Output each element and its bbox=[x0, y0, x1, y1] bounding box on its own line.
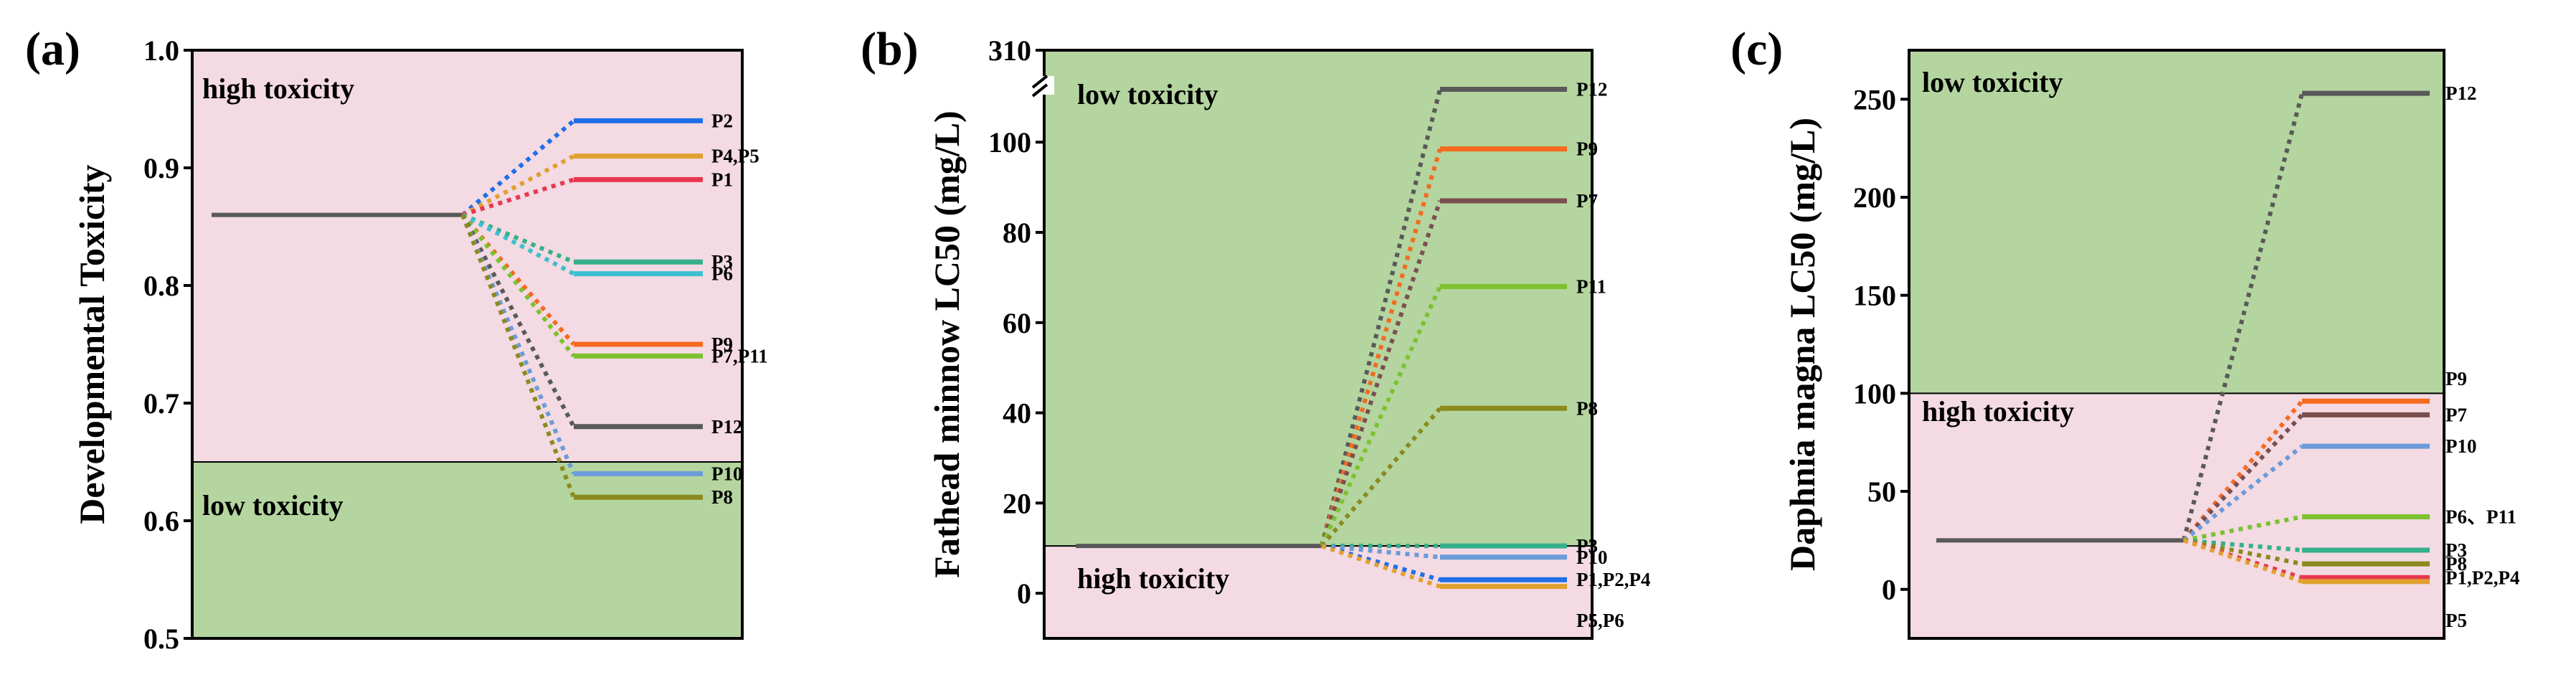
chart-panel-3: low toxicity high toxicity P12 P9 P7 P10 P6、P1… bbox=[1730, 23, 2519, 640]
connector-p5 bbox=[2183, 538, 2303, 584]
connector-p8 bbox=[1320, 407, 1442, 548]
series-label: P3 bbox=[1576, 535, 1598, 557]
plot-frame bbox=[191, 49, 744, 640]
connector-p12 bbox=[460, 214, 576, 428]
connector-p7-p11 bbox=[460, 213, 576, 358]
connector-p2 bbox=[461, 119, 575, 217]
series-label: P3 bbox=[711, 251, 733, 273]
upper-zone-label: low toxicity bbox=[1922, 66, 2063, 98]
y-tick-label: 60 bbox=[1003, 307, 1031, 339]
series-label: P7 bbox=[2445, 404, 2467, 425]
y-tick-label: 150 bbox=[1853, 280, 1896, 312]
panel-letter: (c) bbox=[1730, 23, 1783, 75]
y-axis-label: Developmental Toxicity bbox=[72, 164, 112, 524]
lower-zone-background bbox=[1044, 546, 1592, 638]
series-label: P10 bbox=[711, 463, 743, 484]
y-tick-label: 40 bbox=[1003, 397, 1031, 430]
y-tick-label: 0.6 bbox=[143, 505, 179, 537]
y-tick-label: 0.8 bbox=[143, 270, 179, 302]
series-label: P9 bbox=[2445, 368, 2467, 389]
y-tick-label: 250 bbox=[1853, 83, 1896, 115]
series-label: P6、P11 bbox=[2445, 506, 2516, 528]
y-tick-label: 0.5 bbox=[143, 623, 179, 655]
connector-p8 bbox=[460, 214, 576, 499]
axis-break-slash bbox=[1031, 75, 1048, 89]
series-label: P7,P11 bbox=[711, 345, 768, 367]
plot-frame bbox=[1043, 49, 1594, 640]
upper-zone-background bbox=[192, 50, 742, 462]
upper-zone-label: low toxicity bbox=[1077, 78, 1218, 110]
plot-frame bbox=[1908, 49, 2445, 640]
y-axis-label: Fathead minnow LC50 (mg/L) bbox=[927, 110, 967, 577]
y-tick-label: 0 bbox=[1882, 574, 1896, 606]
panel-letter: (b) bbox=[861, 23, 919, 75]
series-label: P1,P2,P4 bbox=[2445, 567, 2519, 588]
connector-p3 bbox=[2183, 538, 2303, 552]
series-label: P9 bbox=[1576, 138, 1598, 160]
series-label: P3 bbox=[2445, 539, 2467, 561]
series-label: P7 bbox=[1576, 190, 1598, 212]
y-tick-label: 0 bbox=[1017, 577, 1031, 610]
series-label: P12 bbox=[711, 416, 743, 438]
y-tick-label: 100 bbox=[1853, 377, 1896, 410]
upper-zone-background bbox=[1044, 50, 1592, 547]
connector-p7 bbox=[2182, 413, 2304, 542]
y-tick-label: 0.7 bbox=[143, 387, 179, 420]
y-tick-label: 310 bbox=[988, 34, 1031, 67]
connector-p10 bbox=[1321, 544, 1441, 559]
connector-p5-p6 bbox=[1321, 544, 1441, 589]
connector-p4-p5 bbox=[461, 153, 575, 217]
connector-p6 bbox=[461, 212, 575, 276]
y-axis-label: Daphnia magna LC50 (mg/L) bbox=[1782, 118, 1822, 571]
series-label: P5 bbox=[2445, 610, 2467, 631]
series-label: P8 bbox=[711, 486, 733, 508]
connector-p8 bbox=[2183, 538, 2303, 567]
axis-break-slash bbox=[1031, 83, 1048, 98]
y-tick-label: 200 bbox=[1853, 181, 1896, 214]
series-label: P10 bbox=[2445, 435, 2477, 457]
y-tick-label: 100 bbox=[988, 126, 1031, 159]
series-label: P5,P6 bbox=[1576, 610, 1624, 631]
series-label: P6 bbox=[711, 263, 733, 285]
connector-p11 bbox=[1320, 285, 1442, 547]
lower-zone-label: high toxicity bbox=[1077, 562, 1229, 595]
series-label: P4,P5 bbox=[711, 146, 759, 167]
lower-zone-label: high toxicity bbox=[1922, 395, 2074, 427]
series-label: P8 bbox=[1576, 397, 1598, 419]
lower-zone-background bbox=[192, 462, 742, 638]
series-label: P12 bbox=[2445, 82, 2477, 104]
y-tick-label: 0.9 bbox=[143, 152, 179, 184]
series-label: P1 bbox=[711, 169, 733, 190]
y-tick-label: 50 bbox=[1867, 476, 1896, 508]
y-tick-label: 80 bbox=[1003, 217, 1031, 249]
connector-p1 bbox=[462, 177, 574, 217]
connector-p6-p11 bbox=[2183, 514, 2303, 543]
series-label: P2 bbox=[711, 110, 733, 131]
connector-p12 bbox=[1320, 88, 1442, 547]
connector-p12 bbox=[2182, 93, 2304, 542]
connector-p10 bbox=[2182, 444, 2303, 542]
panel-letter: (a) bbox=[25, 23, 80, 75]
lower-zone-label: low toxicity bbox=[202, 489, 344, 521]
y-tick-label: 1.0 bbox=[143, 34, 179, 67]
y-tick-label: 20 bbox=[1003, 487, 1031, 519]
series-label: P8 bbox=[2445, 553, 2467, 575]
upper-zone-label: high toxicity bbox=[202, 72, 354, 105]
connector-p9 bbox=[1320, 148, 1442, 547]
series-label: P9 bbox=[711, 334, 733, 355]
series-label: P1,P2,P4 bbox=[1576, 569, 1650, 590]
upper-zone-background bbox=[1909, 50, 2444, 394]
